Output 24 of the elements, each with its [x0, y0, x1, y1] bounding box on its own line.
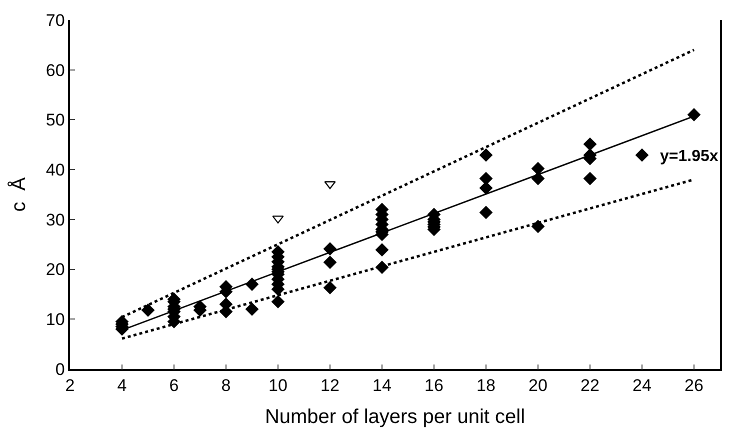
x-tick-label: 14 — [372, 376, 392, 396]
x-tick-label: 6 — [169, 376, 179, 396]
x-axis-title: Number of layers per unit cell — [264, 406, 526, 428]
y-tick-label: 30 — [46, 210, 65, 230]
x-tick-label: 24 — [632, 376, 652, 396]
x-tick-label: 4 — [117, 376, 127, 396]
y-tick-label: 60 — [46, 60, 65, 80]
x-tick-label: 16 — [424, 376, 444, 396]
x-tick-label: 8 — [221, 376, 231, 396]
y-tick-label: 20 — [46, 260, 65, 280]
y-axis-title: c Å — [6, 176, 30, 212]
y-tick-label: 0 — [55, 360, 65, 379]
x-tick-label: 12 — [320, 376, 340, 396]
x-tick-label: 18 — [476, 376, 496, 396]
y-tick-label: 50 — [46, 110, 65, 130]
x-tick-label: 2 — [65, 376, 75, 396]
x-tick-label: 20 — [528, 376, 548, 396]
x-tick-label: 26 — [684, 376, 704, 396]
x-tick-label: 10 — [268, 376, 288, 396]
y-tick-label: 40 — [46, 160, 65, 180]
x-tick-label: 22 — [580, 376, 600, 396]
y-tick-label: 10 — [46, 310, 65, 330]
annotation: y=1.95x — [660, 148, 718, 165]
y-tick-label: 70 — [46, 10, 65, 30]
